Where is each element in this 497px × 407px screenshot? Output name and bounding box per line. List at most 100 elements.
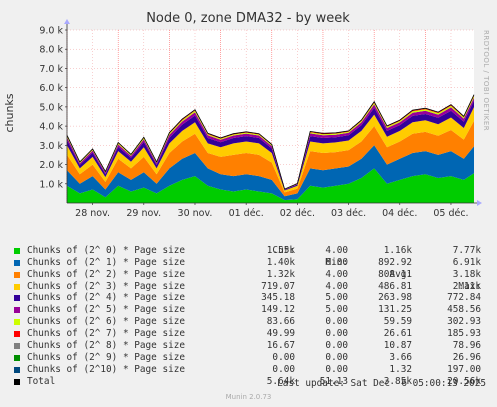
legend-max: 78.96 <box>452 340 481 352</box>
legend-min: 4.00 <box>325 244 348 256</box>
legend-cur: 719.07 <box>261 280 295 292</box>
legend-swatch <box>14 354 20 361</box>
legend-min: 5.00 <box>325 292 348 304</box>
legend-avg: 263.98 <box>378 292 412 304</box>
series-area <box>67 107 474 193</box>
legend-avg: 131.25 <box>378 304 412 316</box>
y-tick-label: 4.0 k <box>39 122 63 133</box>
y-tick-label: 8.0 k <box>39 45 63 56</box>
legend-cur: 83.66 <box>266 316 295 328</box>
legend-row: Chunks of (2^ 6) * Page size 83.66 0.00 59.… <box>12 316 490 328</box>
stacked-areas <box>67 94 474 203</box>
legend-header-max: Max: <box>458 280 481 292</box>
y-axis-arrow <box>64 19 70 24</box>
legend-name: Chunks of (2^ 6) * Page size <box>27 316 186 328</box>
x-tick-label: 30 nov. <box>178 208 213 219</box>
legend-row: Chunks of (2^ 0) * Page size 1.55k 4.00 1.1… <box>12 245 490 257</box>
legend-name: Chunks of (2^ 0) * Page size <box>27 244 186 256</box>
y-axis: 1.0 k 2.0 k 3.0 k 4.0 k 5.0 k 6.0 k 7.0 k 8.0 k… <box>39 26 67 190</box>
legend-header: Cur: Min: Avg: Max: <box>12 233 490 292</box>
legend-name: Chunks of (2^ 3) * Page size <box>27 280 186 292</box>
legend-cur: 1.32k <box>266 268 295 280</box>
legend-min: 0.00 <box>325 340 348 352</box>
x-tick-label: 28 nov. <box>75 208 110 219</box>
legend-avg: 1.32 <box>389 363 412 375</box>
y-tick-label: 9.0 k <box>39 26 63 37</box>
legend-max: 7.77k <box>452 244 481 256</box>
legend-swatch <box>14 343 20 350</box>
legend-min: 4.00 <box>325 280 348 292</box>
legend-cur: 16.67 <box>266 340 295 352</box>
legend-cur: 1.40k <box>266 256 295 268</box>
y-tick-label: 7.0 k <box>39 64 63 75</box>
legend-max: 772.84 <box>447 292 481 304</box>
legend-swatch <box>14 307 20 314</box>
legend-cur: 149.12 <box>261 304 295 316</box>
legend-header-cur: Cur: <box>272 244 295 256</box>
legend-cur: 1.55k <box>266 244 295 256</box>
legend-max: 3.18k <box>452 268 481 280</box>
legend-avg: 808.11 <box>378 268 412 280</box>
legend-avg: 3.85k <box>383 375 412 387</box>
legend-min: 0.00 <box>325 328 348 340</box>
legend-cur: 345.18 <box>261 292 295 304</box>
legend-cur: 49.99 <box>266 328 295 340</box>
legend-name: Chunks of (2^ 1) * Page size <box>27 256 186 268</box>
y-tick-label: 2.0 k <box>39 160 63 171</box>
legend-avg: 892.92 <box>378 256 412 268</box>
total-line <box>66 94 475 190</box>
legend-min: 0.00 <box>325 351 348 363</box>
legend-swatch <box>14 331 20 338</box>
series-area <box>67 145 474 201</box>
x-axis: 28 nov. 29 nov. 30 nov. 01 déc. 02 déc. 03 dé… <box>75 203 469 219</box>
y-axis-label: chunks <box>3 93 16 132</box>
legend-cur: 5.64k <box>266 375 295 387</box>
legend-name: Total <box>27 375 56 387</box>
legend-max: 26.96 <box>452 351 481 363</box>
legend-header-avg: Avg: <box>389 268 412 280</box>
legend-row: Chunks of (2^ 5) * Page size 149.12 5.00 13… <box>12 304 490 316</box>
x-tick-label: 29 nov. <box>126 208 161 219</box>
legend-name: Chunks of (2^ 5) * Page size <box>27 304 186 316</box>
legend-max: 20.56k <box>447 375 481 387</box>
legend-min: 6.00 <box>325 256 348 268</box>
series-area <box>67 168 474 203</box>
legend-row: Chunks of (2^10) * Page size 0.00 0.00 1.32… <box>12 364 490 376</box>
legend-swatch <box>14 319 20 326</box>
legend-avg: 486.81 <box>378 280 412 292</box>
legend-max: 2.11k <box>452 280 481 292</box>
legend-max: 6.91k <box>452 256 481 268</box>
legend-swatch <box>14 259 20 266</box>
chart: Node 0, zone DMA32 - by week chunks RRDT… <box>3 11 490 219</box>
legend-row: Chunks of (2^ 9) * Page size 0.00 0.00 3.66… <box>12 352 490 364</box>
legend-name: Chunks of (2^ 9) * Page size <box>27 351 186 363</box>
legend-min: 0.00 <box>325 316 348 328</box>
legend-min: 5.00 <box>325 304 348 316</box>
legend-swatch <box>14 271 20 278</box>
chart-title: Node 0, zone DMA32 - by week <box>146 11 350 26</box>
y-tick-label: 6.0 k <box>39 83 63 94</box>
legend-max: 185.93 <box>447 328 481 340</box>
x-tick-label: 03 déc. <box>331 208 366 219</box>
legend-max: 458.56 <box>447 304 481 316</box>
series-area <box>67 120 474 197</box>
legend-avg: 3.66 <box>389 351 412 363</box>
legend-header-min: Min: <box>325 256 348 268</box>
legend-swatch <box>14 283 20 290</box>
legend-min: 0.00 <box>325 363 348 375</box>
legend-avg: 10.87 <box>383 340 412 352</box>
legend-name: Chunks of (2^ 8) * Page size <box>27 340 186 352</box>
watermark: RRDTOOL / TOBI OETIKER <box>482 30 490 131</box>
legend-swatch <box>14 378 20 385</box>
legend-row: Chunks of (2^ 4) * Page size 345.18 5.00 26… <box>12 292 490 304</box>
legend: Cur: Min: Avg: Max: Chunks of (2^ 0) * P… <box>12 233 490 388</box>
legend-row-total: Total 5.64k 51.13 3.85k 20.56k <box>12 376 490 388</box>
legend-name: Chunks of (2^ 4) * Page size <box>27 292 186 304</box>
legend-min: 51.13 <box>319 375 348 387</box>
legend-name: Chunks of (2^ 2) * Page size <box>27 268 186 280</box>
legend-row: Chunks of (2^ 7) * Page size 49.99 0.00 26.… <box>12 328 490 340</box>
legend-max: 197.00 <box>447 363 481 375</box>
x-tick-label: 01 déc. <box>229 208 264 219</box>
y-tick-label: 1.0 k <box>39 179 63 190</box>
legend-row: Chunks of (2^ 8) * Page size 16.67 0.00 10.… <box>12 340 490 352</box>
